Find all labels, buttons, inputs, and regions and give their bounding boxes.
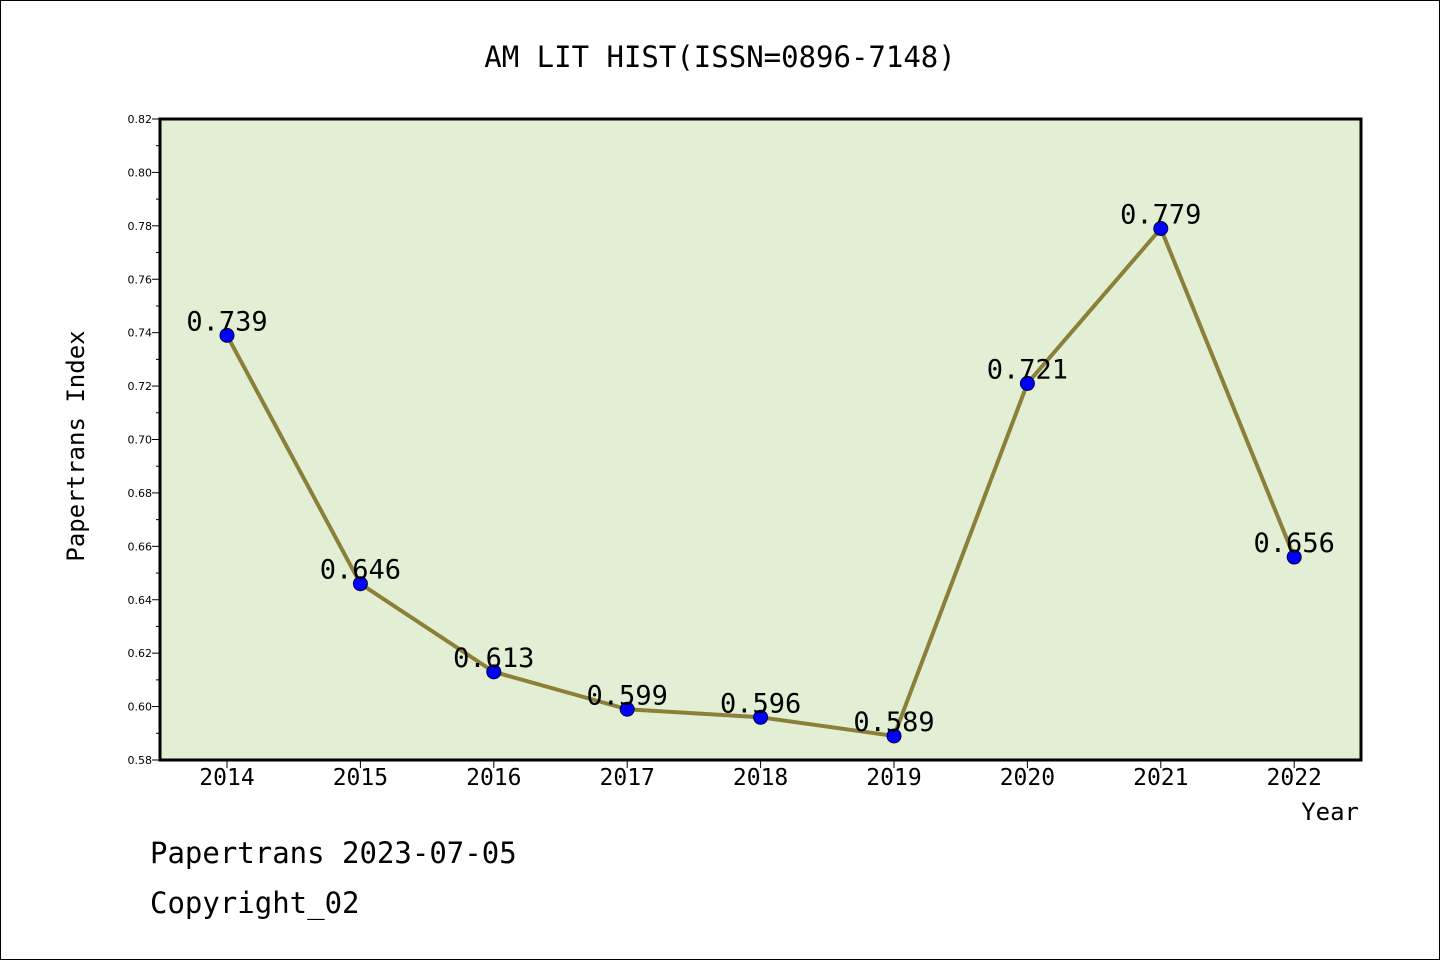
data-label: 0.721: [987, 354, 1068, 385]
data-point: [886, 728, 902, 744]
y-tick-label: 0.78: [128, 220, 153, 233]
x-tick-label: 2015: [333, 765, 388, 791]
y-axis-title: Papertrans Index: [62, 330, 90, 561]
y-tick-label: 0.70: [128, 434, 153, 447]
footer-date: Papertrans 2023-07-05: [150, 836, 517, 870]
x-tick-label: 2014: [199, 765, 254, 791]
data-point: [1019, 375, 1035, 391]
y-tick-label: 0.76: [128, 273, 153, 286]
y-axis: 0.58 0.60 0.62 0.64 0.66 0.68 0.70 0.72 0.74 0.76…: [128, 113, 160, 767]
x-tick-label: 2017: [600, 765, 655, 791]
x-axis-title: Year: [1301, 798, 1359, 826]
x-tick-label: 2016: [466, 765, 521, 791]
data-point: [219, 327, 235, 343]
data-point: [619, 701, 635, 717]
data-label: 0.646: [320, 555, 401, 586]
y-tick-label: 0.62: [128, 647, 153, 660]
y-tick-label: 0.68: [128, 487, 153, 500]
y-tick-label: 0.58: [128, 754, 153, 767]
chart-title: AM LIT HIST(ISSN=0896-7148): [484, 40, 955, 74]
data-point: [486, 664, 502, 680]
x-tick-label: 2022: [1267, 765, 1322, 791]
y-tick-label: 0.60: [128, 701, 153, 714]
data-label: 0.739: [186, 306, 267, 337]
data-label: 0.613: [453, 643, 534, 674]
data-label: 0.589: [853, 707, 934, 738]
data-point: [1153, 221, 1169, 237]
footer-copyright: Copyright_02: [150, 886, 360, 921]
x-tick-label: 2018: [733, 765, 788, 791]
y-tick-label: 0.82: [128, 113, 153, 126]
data-label: 0.596: [720, 688, 801, 719]
y-tick-label: 0.64: [128, 594, 153, 607]
data-label: 0.599: [587, 680, 668, 711]
data-point: [753, 709, 769, 725]
x-tick-label: 2020: [1000, 765, 1055, 791]
data-label: 0.779: [1120, 200, 1201, 231]
y-tick-label: 0.80: [128, 166, 153, 179]
y-tick-label: 0.74: [128, 327, 153, 340]
data-point: [352, 576, 368, 592]
x-axis: 2014 2015 2016 2017 2018 2019 2020 2021 2022: [199, 760, 1322, 791]
data-point: [1286, 549, 1302, 565]
x-tick-label: 2019: [866, 765, 921, 791]
y-tick-label: 0.66: [128, 540, 153, 553]
series-group: 0.739 0.646 0.613 0.599 0.596 0.589 0.721 0.779…: [186, 200, 1335, 744]
data-label: 0.656: [1254, 528, 1335, 559]
y-tick-label: 0.72: [128, 380, 153, 393]
x-tick-label: 2021: [1133, 765, 1188, 791]
